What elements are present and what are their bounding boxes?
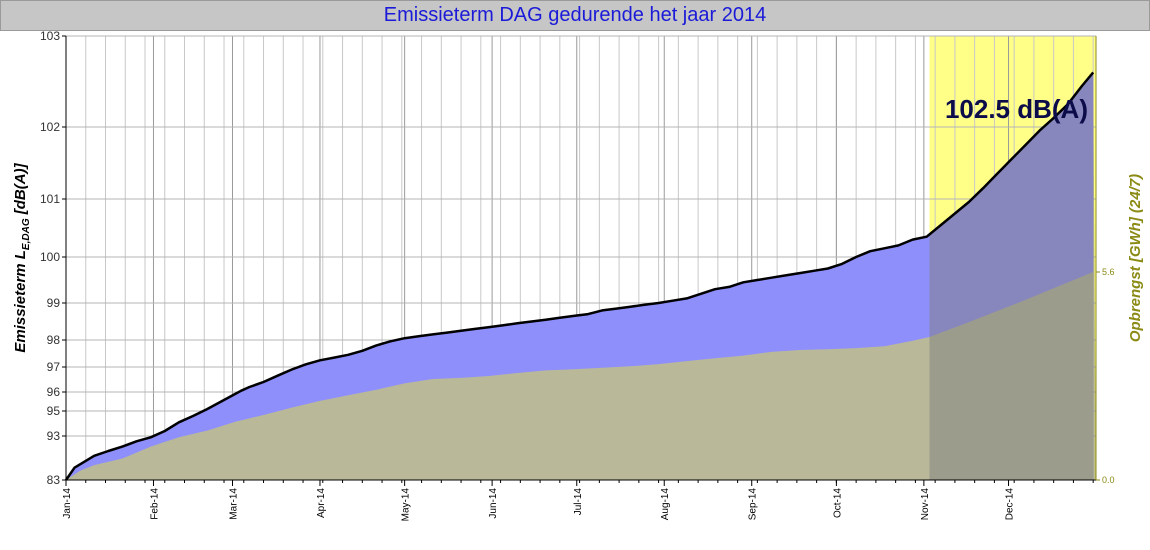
y-axis-label-unit: [dB(A)]	[12, 162, 29, 218]
left-tick-label: 101	[40, 192, 60, 206]
left-tick-label: 100	[40, 250, 60, 264]
left-tick-label: 102	[40, 120, 60, 134]
x-tick-label: May-14	[401, 488, 412, 522]
x-tick-label: Dec-14	[1005, 488, 1016, 521]
left-tick-label: 93	[47, 429, 61, 443]
left-tick-label: 98	[47, 333, 61, 347]
x-tick-label: Nov-14	[920, 488, 931, 521]
x-tick-label: Apr-14	[316, 488, 327, 518]
chart-title: Emissieterm DAG gedurende het jaar 2014	[0, 0, 1150, 31]
y-axis-label-subscript: E,DAG	[21, 218, 32, 250]
forecast-overlay	[929, 72, 1096, 481]
y-axis-label-right: Opbrengst [GWh] (24/7)	[1127, 174, 1144, 342]
yield-area	[66, 272, 1094, 480]
y-axis-label-main: Emissieterm L	[12, 250, 29, 353]
x-tick-label: Mar-14	[229, 488, 240, 520]
value-annotation: 102.5 dB(A)	[945, 94, 1088, 124]
x-tick-label: Jun-14	[488, 488, 499, 519]
x-tick-label: Aug-14	[660, 488, 671, 521]
x-tick-label: Feb-14	[150, 488, 161, 520]
left-tick-label: 95	[47, 404, 61, 418]
x-tick-label: Jul-14	[573, 488, 584, 516]
x-tick-label: Sep-14	[748, 488, 759, 521]
right-tick-label: 0.0	[1102, 475, 1115, 485]
right-tick-label: 5.6	[1102, 267, 1115, 277]
left-tick-label: 99	[47, 296, 61, 310]
left-tick-label: 103	[40, 29, 60, 43]
x-tick-label: Oct-14	[832, 488, 843, 518]
emission-line	[64, 71, 1095, 481]
y-axis-label-left: Emissieterm LE,DAG [dB(A)]	[12, 162, 32, 352]
x-tick-label: Jan-14	[62, 488, 73, 519]
left-tick-label: 83	[47, 473, 61, 487]
left-tick-label: 97	[47, 360, 61, 374]
left-tick-label: 96	[47, 385, 61, 399]
